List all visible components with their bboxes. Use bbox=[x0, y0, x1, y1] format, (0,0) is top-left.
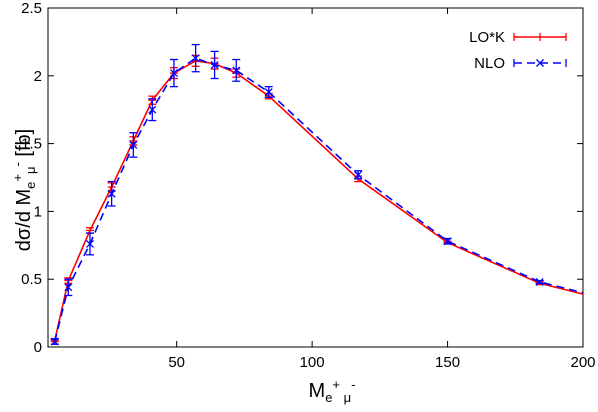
plot-frame bbox=[47, 7, 584, 348]
data-point-nlo bbox=[170, 69, 178, 78]
y-tick-label: 1.5 bbox=[21, 136, 42, 153]
tick-labels: 0 0.5 1 1.5 2 2.5 50 100 150 200 bbox=[21, 0, 595, 371]
y-tick-label: 0 bbox=[34, 339, 42, 356]
x-tick-label: 100 bbox=[300, 354, 325, 371]
data-point-nlo bbox=[148, 105, 157, 114]
y-tick-label: 2 bbox=[34, 68, 42, 85]
data-point-nlo bbox=[50, 337, 59, 346]
x-tick-label: 200 bbox=[570, 354, 595, 371]
data-point-nlo bbox=[232, 66, 241, 75]
legend-marker-nlo bbox=[536, 59, 544, 67]
data-point-nlo bbox=[107, 189, 116, 198]
series-line-nlo bbox=[54, 57, 584, 342]
y-tick-label: 1 bbox=[34, 203, 42, 220]
legend-label-lok: LO*K bbox=[469, 29, 505, 46]
y-axis-title: dσ/d Me+μ- [fb] bbox=[10, 129, 38, 251]
x-tick-label: 150 bbox=[435, 354, 460, 371]
data-point-nlo bbox=[264, 88, 273, 97]
data-point-nlo bbox=[443, 237, 452, 246]
plot-marks bbox=[47, 7, 584, 348]
y-tick-label: 0.5 bbox=[21, 271, 42, 288]
data-point-nlo bbox=[191, 54, 200, 63]
data-point-nlo bbox=[354, 170, 363, 179]
data-point-nlo bbox=[535, 277, 544, 286]
data-point-nlo bbox=[64, 283, 73, 292]
y-tick-label: 2.5 bbox=[21, 0, 42, 17]
legend-label-nlo: NLO bbox=[474, 55, 505, 72]
data-point-nlo bbox=[86, 239, 94, 248]
data-point-nlo bbox=[129, 140, 138, 149]
series-line-lo-k bbox=[54, 60, 584, 341]
legend-sample-lok bbox=[513, 33, 567, 41]
data-point-nlo bbox=[210, 60, 219, 69]
legend: LO*K NLO bbox=[469, 29, 567, 72]
x-tick-label: 50 bbox=[168, 354, 185, 371]
legend-sample-nlo bbox=[513, 59, 567, 67]
x-axis-title: Me+ μ- bbox=[309, 377, 356, 405]
